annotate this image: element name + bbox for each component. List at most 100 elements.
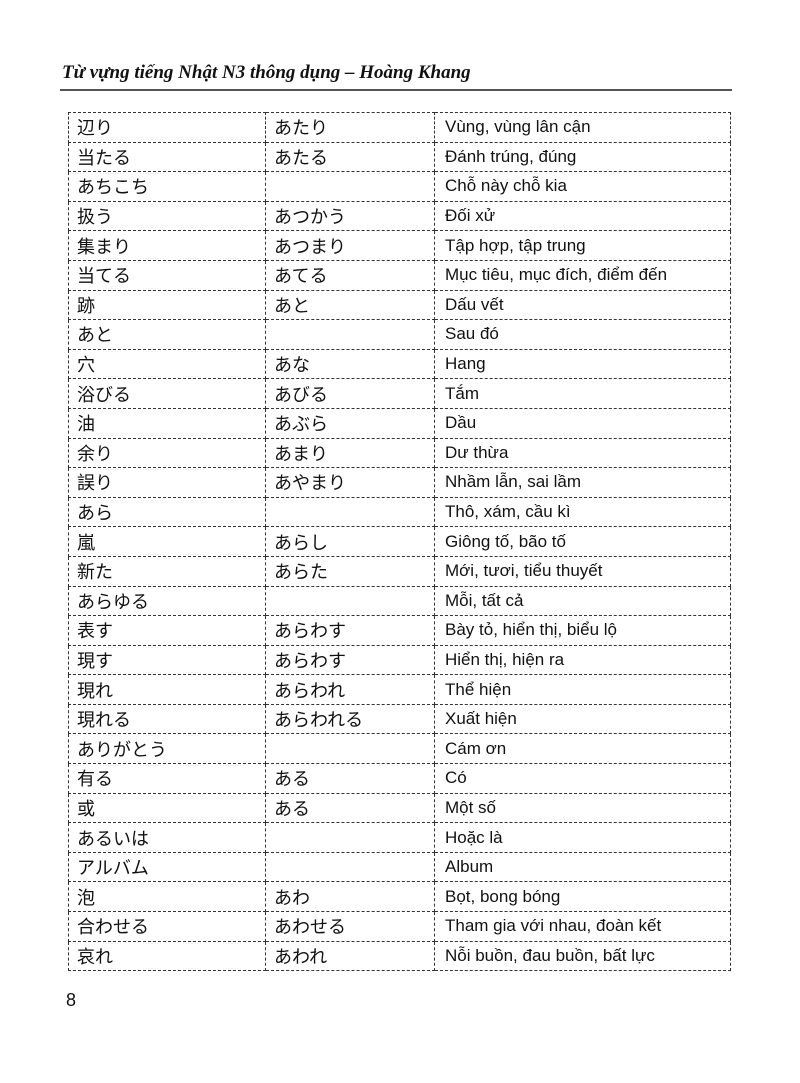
reading-cell: あわ <box>265 881 435 913</box>
table-row: 新た あらた Mới, tươi, tiểu thuyết <box>68 555 731 587</box>
word-cell: 誤り <box>68 467 266 498</box>
meaning-cell: Chỗ này chỗ kia <box>434 171 731 202</box>
word-cell: あらゆる <box>68 585 266 617</box>
meaning-cell: Tập hợp, tập trung <box>434 230 731 261</box>
reading-cell: ある <box>265 763 435 794</box>
meaning-cell: Nhầm lẫn, sai lầm <box>434 467 731 498</box>
word-cell: 現す <box>68 644 266 676</box>
word-cell: 余り <box>68 437 266 469</box>
table-row: 表す あらわす Bày tỏ, hiển thị, biểu lộ <box>68 615 731 646</box>
word-cell: 哀れ <box>68 940 266 972</box>
table-row: あらゆる Mỗi, tất cả <box>68 585 731 617</box>
table-row: 油あぶら Dầu <box>68 407 731 439</box>
vocabulary-table: 辺り あたり Vùng, vùng lân cận 当たる あたる Đánh trúng,… <box>68 112 731 972</box>
page-number: 8 <box>66 990 77 1010</box>
meaning-cell: Bọt, bong bóng <box>434 881 731 913</box>
word-cell: 浴びる <box>68 378 266 409</box>
table-row: 当たる あたる Đánh trúng, đúng <box>68 141 731 173</box>
meaning-cell: Bày tỏ, hiển thị, biểu lộ <box>434 615 731 646</box>
table-row: 集まり あつまり Tập hợp, tập trung <box>68 230 731 261</box>
meaning-cell: Mới, tươi, tiểu thuyết <box>434 555 731 587</box>
table-row: 当てる あてる Mục tiêu, mục đích, điểm đến <box>68 259 731 291</box>
table-row: 合わせる あわせる Tham gia với nhau, đoàn kết <box>68 911 731 942</box>
table-row: 有る ある Có <box>68 763 731 794</box>
meaning-cell: Thể hiện <box>434 674 731 705</box>
meaning-cell: Có <box>434 763 731 794</box>
table-row: アルバム Album <box>68 851 731 883</box>
meaning-cell: Hoặc là <box>434 822 731 853</box>
word-cell: 油 <box>68 407 266 439</box>
meaning-cell: Hang <box>434 348 731 380</box>
table-row: 浴びる あびる Tắm <box>68 378 731 409</box>
meaning-cell: Cám ơn <box>434 733 731 765</box>
meaning-cell: Thô, xám, cầu kì <box>434 496 731 528</box>
header-divider <box>60 89 732 91</box>
reading-cell: あわれ <box>265 940 435 972</box>
table-row: 泡あわ Bọt, bong bóng <box>68 881 731 913</box>
running-header: Từ vựng tiếng Nhật N3 thông dụng – Hoàng… <box>62 62 471 83</box>
word-cell: 辺り <box>68 112 266 143</box>
table-row: 誤り あやまり Nhầm lẫn, sai lầm <box>68 467 731 498</box>
meaning-cell: Sau đó <box>434 319 731 350</box>
word-cell: 合わせる <box>68 911 266 942</box>
table-row: 余り あまり Dư thừa <box>68 437 731 469</box>
reading-cell: あらわす <box>265 644 435 676</box>
table-row: あるいは Hoặc là <box>68 822 731 853</box>
table-row: 扱う あつかう Đối xử <box>68 200 731 232</box>
reading-cell: あつまり <box>265 230 435 261</box>
meaning-cell: Dấu vết <box>434 289 731 321</box>
meaning-cell: Vùng, vùng lân cận <box>434 112 731 143</box>
reading-cell <box>265 822 435 853</box>
word-cell: 表す <box>68 615 266 646</box>
meaning-cell: Một số <box>434 792 731 824</box>
table-row: ありがとう Cám ơn <box>68 733 731 765</box>
table-row: 跡あと Dấu vết <box>68 289 731 321</box>
table-row: あと Sau đó <box>68 319 731 350</box>
meaning-cell: Xuất hiện <box>434 703 731 735</box>
meaning-cell: Hiển thị, hiện ra <box>434 644 731 676</box>
reading-cell <box>265 496 435 528</box>
reading-cell: あらわれる <box>265 703 435 735</box>
table-row: 現す あらわす Hiển thị, hiện ra <box>68 644 731 676</box>
table-row: 現れる あらわれる Xuất hiện <box>68 703 731 735</box>
word-cell: 現れる <box>68 703 266 735</box>
word-cell: 有る <box>68 763 266 794</box>
meaning-cell: Giông tố, bão tố <box>434 526 731 557</box>
reading-cell: あやまり <box>265 467 435 498</box>
reading-cell: あらわれ <box>265 674 435 705</box>
reading-cell: ある <box>265 792 435 824</box>
reading-cell <box>265 171 435 202</box>
reading-cell: あと <box>265 289 435 321</box>
meaning-cell: Dầu <box>434 407 731 439</box>
word-cell: あと <box>68 319 266 350</box>
word-cell: ありがとう <box>68 733 266 765</box>
reading-cell <box>265 319 435 350</box>
word-cell: 集まり <box>68 230 266 261</box>
word-cell: 穴 <box>68 348 266 380</box>
reading-cell: あてる <box>265 259 435 291</box>
meaning-cell: Nỗi buồn, đau buồn, bất lực <box>434 940 731 972</box>
meaning-cell: Tắm <box>434 378 731 409</box>
reading-cell: あな <box>265 348 435 380</box>
meaning-cell: Mục tiêu, mục đích, điểm đến <box>434 259 731 291</box>
word-cell: 扱う <box>68 200 266 232</box>
word-cell: 現れ <box>68 674 266 705</box>
reading-cell: あぶら <box>265 407 435 439</box>
table-row: 現れ あらわれ Thể hiện <box>68 674 731 705</box>
word-cell: 泡 <box>68 881 266 913</box>
table-row: 或ある Một số <box>68 792 731 824</box>
reading-cell: あらし <box>265 526 435 557</box>
reading-cell: あびる <box>265 378 435 409</box>
word-cell: あちこち <box>68 171 266 202</box>
reading-cell: あたる <box>265 141 435 173</box>
reading-cell: あらわす <box>265 615 435 646</box>
meaning-cell: Đối xử <box>434 200 731 232</box>
meaning-cell: Tham gia với nhau, đoàn kết <box>434 911 731 942</box>
word-cell: 跡 <box>68 289 266 321</box>
table-row: あら Thô, xám, cầu kì <box>68 496 731 528</box>
word-cell: 当てる <box>68 259 266 291</box>
word-cell: 嵐 <box>68 526 266 557</box>
reading-cell <box>265 585 435 617</box>
reading-cell: あわせる <box>265 911 435 942</box>
reading-cell <box>265 733 435 765</box>
